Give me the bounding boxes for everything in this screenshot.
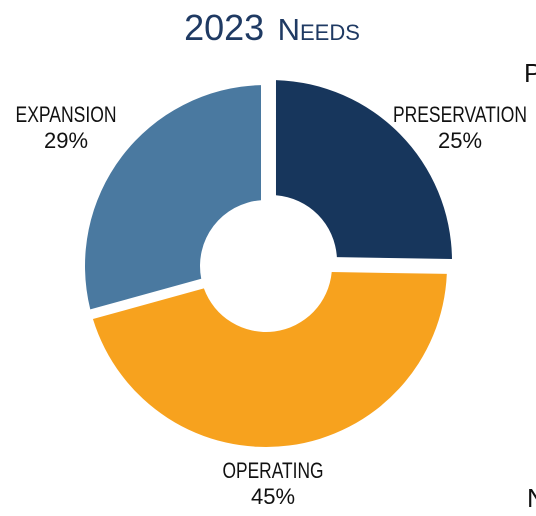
- slice-group: [85, 80, 452, 448]
- slice-label-operating: OPERATING: [223, 458, 324, 483]
- chart-title-year: 2023: [184, 7, 264, 48]
- pie-slice-operating: [92, 272, 447, 448]
- chart-title: 2023 Needs: [184, 7, 360, 48]
- slice-value-operating: 45%: [251, 484, 295, 509]
- slice-value-expansion: 29%: [44, 128, 88, 153]
- clipped-edge-letter-top-right: P: [524, 58, 536, 88]
- pie-slice-expansion: [85, 85, 262, 310]
- slice-label-expansion: EXPANSION: [16, 102, 117, 127]
- slice-value-preservation: 25%: [438, 128, 482, 153]
- chart-title-word: Needs: [278, 12, 360, 47]
- clipped-edge-letter-bottom-right: N: [527, 483, 536, 513]
- pie-slice-preservation: [275, 80, 452, 259]
- slice-label-preservation: PRESERVATION: [393, 102, 527, 127]
